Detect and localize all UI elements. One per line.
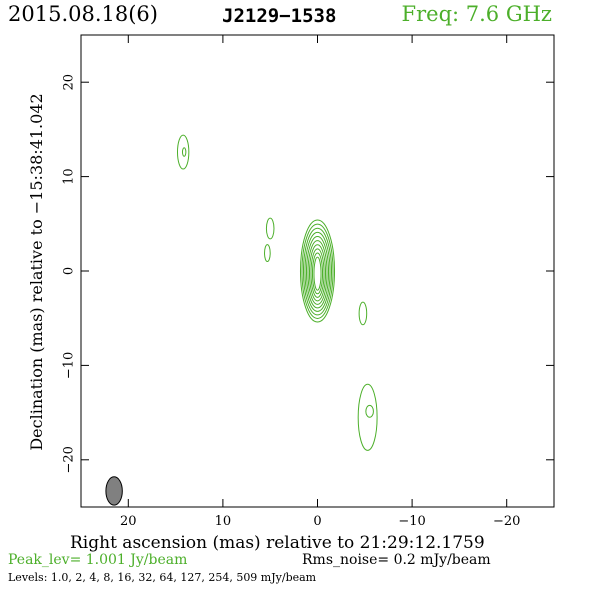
- core-contour: [310, 248, 325, 298]
- core-contour: [307, 240, 328, 305]
- core-contour: [308, 244, 327, 302]
- contour-south-east-jet-inner: [365, 404, 374, 418]
- x-tick-label: 0: [313, 514, 321, 529]
- y-tick-label: 20: [62, 74, 77, 91]
- core-contour: [299, 219, 336, 323]
- beam-ellipse: [105, 476, 123, 506]
- contour-north-blob: [176, 134, 190, 170]
- core-contour: [305, 236, 330, 309]
- y-tick-label: −10: [62, 352, 77, 379]
- core-contour: [301, 223, 334, 319]
- x-axis-label: Right ascension (mas) relative to 21:29:…: [70, 533, 485, 553]
- y-axis-label: Declination (mas) relative to −15:38:41.…: [27, 93, 46, 450]
- core-contour: [311, 252, 324, 295]
- contour-north-blob-inner: [181, 147, 187, 157]
- x-tick-label: −20: [493, 514, 520, 529]
- peak-level: Peak_lev= 1.001 Jy/beam: [8, 552, 188, 568]
- frequency-label: Freq: 7.6 GHz: [401, 2, 552, 26]
- contour-west-knot-upper: [265, 217, 275, 240]
- y-tick-label: 0: [62, 267, 77, 275]
- x-tick-label: 20: [120, 514, 137, 529]
- observation-date: 2015.08.18(6): [8, 2, 158, 26]
- plot-frame: [80, 34, 555, 508]
- core-contour: [313, 256, 322, 291]
- contour-west-knot-lower: [264, 244, 271, 263]
- contour-east-small: [358, 301, 368, 326]
- y-tick-label: 10: [62, 168, 77, 185]
- core-contour: [302, 227, 333, 316]
- source-name: J2129−1538: [222, 5, 337, 27]
- y-tick-label: −20: [62, 446, 77, 473]
- core-contour: [304, 231, 331, 312]
- contour-levels: Levels: 1.0, 2, 4, 8, 16, 32, 64, 127, 2…: [8, 571, 317, 584]
- contour-south-east-jet: [357, 383, 378, 451]
- x-tick-label: 10: [215, 514, 232, 529]
- x-tick-label: −10: [398, 514, 425, 529]
- rms-noise: Rms_noise= 0.2 mJy/beam: [302, 552, 491, 568]
